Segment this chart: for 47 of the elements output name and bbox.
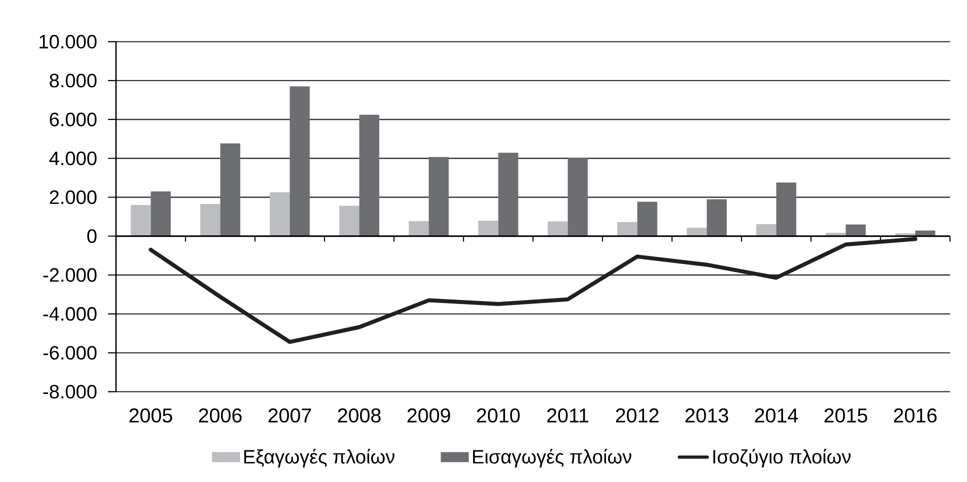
x-tick-label: 2014 bbox=[755, 408, 798, 423]
bar bbox=[846, 224, 866, 236]
bar bbox=[150, 191, 171, 236]
bar bbox=[776, 182, 796, 236]
bar bbox=[290, 86, 310, 236]
bar bbox=[706, 199, 727, 236]
bar bbox=[339, 206, 360, 236]
bar bbox=[200, 204, 220, 236]
x-tick-label: 2016 bbox=[894, 408, 937, 423]
bar bbox=[686, 228, 707, 236]
x-tick-label: 2007 bbox=[268, 408, 311, 423]
bar bbox=[478, 220, 498, 236]
bar bbox=[548, 221, 568, 236]
bar bbox=[498, 152, 518, 236]
bar bbox=[637, 202, 658, 236]
bar bbox=[270, 192, 290, 236]
x-tick-label: 2008 bbox=[338, 408, 381, 423]
y-tick-label: 4.000 bbox=[49, 152, 97, 166]
y-tick-label: 10.000 bbox=[40, 34, 97, 49]
bar bbox=[617, 222, 638, 236]
x-tick-label: 2013 bbox=[686, 408, 728, 423]
x-tick-label: 2015 bbox=[824, 408, 868, 423]
bar bbox=[428, 157, 449, 236]
x-tick-label: 2010 bbox=[477, 408, 520, 423]
y-tick-label: -6.000 bbox=[43, 346, 97, 360]
bar bbox=[568, 158, 588, 236]
line-series bbox=[148, 237, 918, 344]
y-tick-label: -2.000 bbox=[43, 268, 97, 282]
bar bbox=[756, 224, 776, 236]
x-tick-label: 2011 bbox=[547, 408, 588, 423]
bar bbox=[359, 114, 380, 236]
legend-label: Ισοζύγιο πλοίων bbox=[713, 448, 851, 468]
bar bbox=[130, 205, 151, 236]
y-tick-label: 6.000 bbox=[50, 112, 97, 126]
x-tick-label: 2005 bbox=[130, 408, 172, 423]
y-tick-label: 8.000 bbox=[50, 74, 97, 88]
bar bbox=[220, 143, 240, 236]
x-tick-label: 2009 bbox=[408, 408, 450, 423]
y-tick-label: -4.000 bbox=[43, 307, 97, 321]
legend-label: Εισαγωγές πλοίων bbox=[473, 448, 632, 468]
bar bbox=[408, 221, 429, 236]
x-tick-label: 2012 bbox=[616, 408, 658, 423]
x-tick-label: 2006 bbox=[199, 408, 242, 423]
y-tick-label: 2.000 bbox=[50, 190, 97, 204]
y-tick-label: -8.000 bbox=[43, 384, 97, 399]
legend-label: Εξαγωγές πλοίων bbox=[244, 448, 394, 468]
y-tick-label: 0 bbox=[87, 229, 97, 243]
